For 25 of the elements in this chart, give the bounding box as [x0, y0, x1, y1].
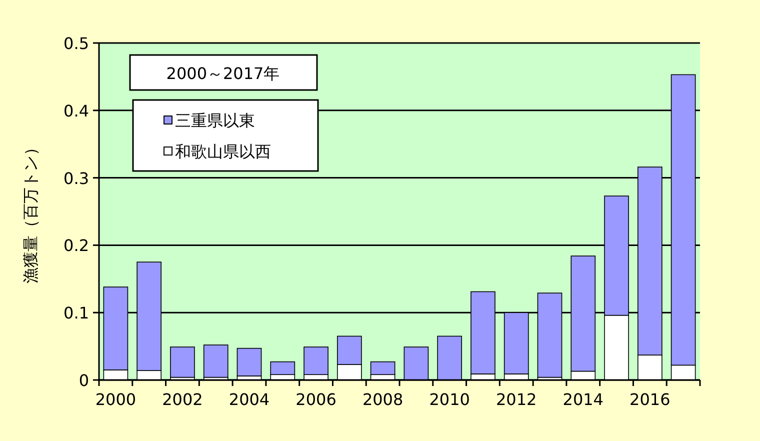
text: 2000～2017年: [166, 64, 280, 83]
x-tick-label: 2002: [162, 390, 203, 409]
x-tick-label: 2014: [562, 390, 604, 409]
bar: [170, 346, 195, 378]
x-tick-label: 2016: [630, 390, 670, 409]
bar: [370, 361, 396, 376]
bar: [203, 344, 228, 378]
y-tick-label: 0.5: [64, 34, 89, 53]
x-tick-label: 2010: [429, 390, 470, 409]
x-tick-label: 2006: [296, 390, 336, 409]
legend-label: 三重県以東: [175, 111, 255, 130]
bar: [236, 348, 262, 376]
y-tick-label: 0.3: [64, 168, 89, 188]
x-tick-label: 2012: [496, 390, 537, 409]
y-tick-label: 0.2: [64, 236, 89, 256]
legend-label: 和歌山県以西: [175, 142, 271, 161]
y-tick-label: 0.4: [64, 101, 89, 120]
x-tick-label: 2004: [228, 390, 270, 409]
y-tick-label: 0: [78, 371, 89, 390]
y-tick-label: 0.1: [64, 304, 89, 323]
bar: [304, 346, 328, 376]
x-tick-label: 2000: [95, 390, 136, 409]
bar: [270, 361, 296, 376]
x-tick-label: 2008: [362, 390, 404, 409]
y-axis-title: 漁獲量（百万トン）: [21, 140, 40, 284]
